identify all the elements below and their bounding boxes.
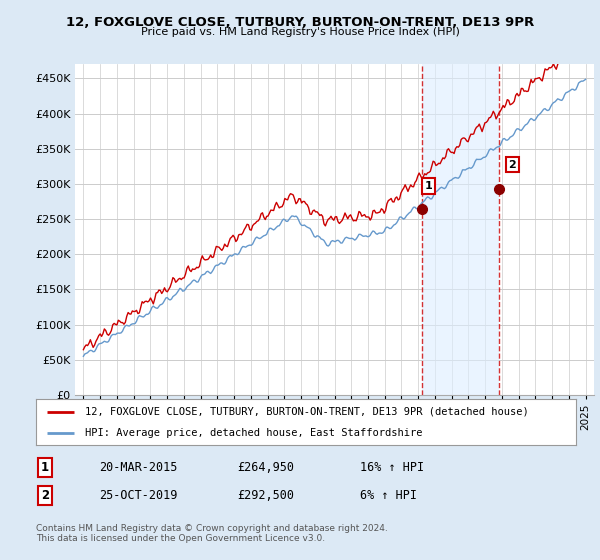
Text: HPI: Average price, detached house, East Staffordshire: HPI: Average price, detached house, East… xyxy=(85,428,422,438)
Text: 25-OCT-2019: 25-OCT-2019 xyxy=(99,489,178,502)
Text: 20-MAR-2015: 20-MAR-2015 xyxy=(99,461,178,474)
Text: 12, FOXGLOVE CLOSE, TUTBURY, BURTON-ON-TRENT, DE13 9PR (detached house): 12, FOXGLOVE CLOSE, TUTBURY, BURTON-ON-T… xyxy=(85,407,529,417)
Bar xyxy=(422,64,499,395)
Text: 6% ↑ HPI: 6% ↑ HPI xyxy=(360,489,417,502)
Text: 1: 1 xyxy=(41,461,49,474)
Text: 12, FOXGLOVE CLOSE, TUTBURY, BURTON-ON-TRENT, DE13 9PR: 12, FOXGLOVE CLOSE, TUTBURY, BURTON-ON-T… xyxy=(66,16,534,29)
Text: 1: 1 xyxy=(425,181,433,191)
Text: £264,950: £264,950 xyxy=(237,461,294,474)
Text: 16% ↑ HPI: 16% ↑ HPI xyxy=(360,461,424,474)
Text: Price paid vs. HM Land Registry's House Price Index (HPI): Price paid vs. HM Land Registry's House … xyxy=(140,27,460,38)
Text: Contains HM Land Registry data © Crown copyright and database right 2024.
This d: Contains HM Land Registry data © Crown c… xyxy=(36,524,388,543)
Text: 2: 2 xyxy=(508,160,516,170)
Text: 2: 2 xyxy=(41,489,49,502)
Text: £292,500: £292,500 xyxy=(237,489,294,502)
